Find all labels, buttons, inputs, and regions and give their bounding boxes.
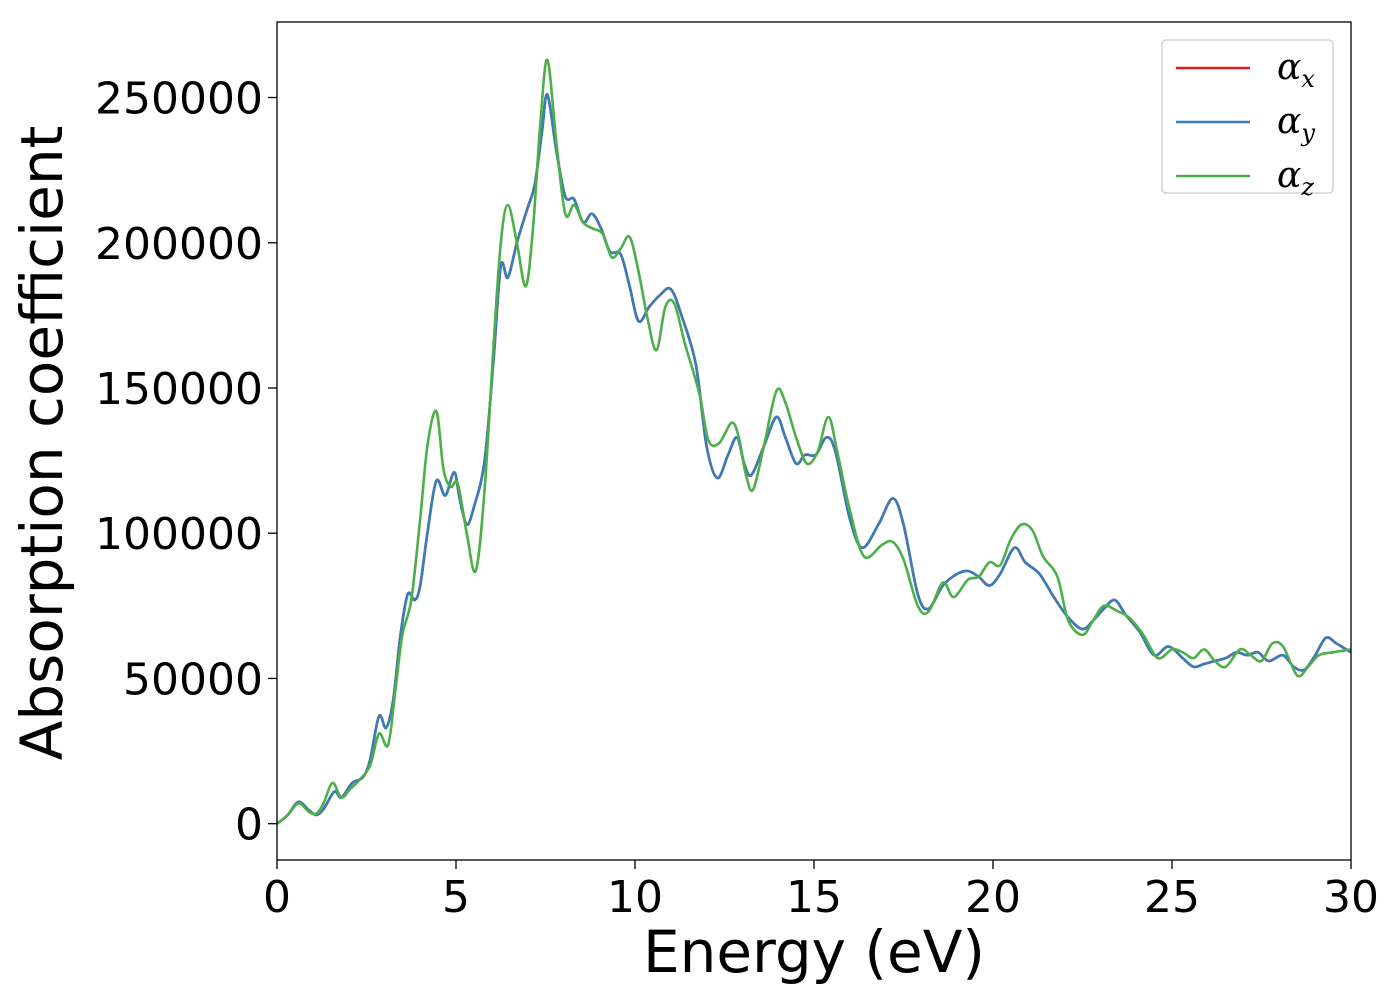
legend-box — [1161, 39, 1334, 194]
x-axis-title: Energy (eV) — [643, 918, 985, 986]
series-layer — [277, 58, 1351, 825]
x-tick-label: 10 — [607, 872, 663, 923]
legend-label: αx — [1277, 47, 1315, 93]
legend-subscript: y — [1300, 119, 1315, 147]
y-axis-title: Absorption coefficient — [8, 126, 76, 761]
y-tick-label: 150000 — [95, 364, 263, 415]
legend-entry-z: αz — [1176, 155, 1314, 201]
legend-entry-y: αy — [1176, 101, 1315, 147]
x-tick-label: 5 — [442, 872, 470, 923]
x-tick-label: 20 — [965, 872, 1021, 923]
x-tick-label: 0 — [263, 872, 291, 923]
y-tick-label: 50000 — [123, 654, 263, 705]
x-tick-label: 15 — [786, 872, 842, 923]
legend-label: αy — [1277, 101, 1315, 147]
y-axis: 0 50000 100000 150000 200000 250000 — [95, 74, 277, 851]
legend-symbol: α — [1277, 47, 1301, 88]
legend-label: αz — [1277, 155, 1314, 201]
legend-symbol: α — [1277, 155, 1301, 196]
legend-subscript: z — [1300, 173, 1314, 201]
y-tick-label: 200000 — [95, 219, 263, 270]
series-line-alpha_z — [277, 58, 1351, 825]
x-tick-label: 25 — [1144, 872, 1200, 923]
y-tick-label: 250000 — [95, 74, 263, 125]
legend-entry-x: αx — [1176, 47, 1315, 93]
x-axis: 0 5 10 15 20 25 30 — [263, 860, 1379, 923]
legend-subscript: x — [1301, 65, 1315, 93]
x-tick-label: 30 — [1323, 872, 1379, 923]
legend-symbol: α — [1277, 101, 1301, 142]
series-line-alpha_y — [277, 93, 1351, 825]
y-tick-label: 0 — [235, 800, 263, 851]
y-tick-label: 100000 — [95, 509, 263, 560]
